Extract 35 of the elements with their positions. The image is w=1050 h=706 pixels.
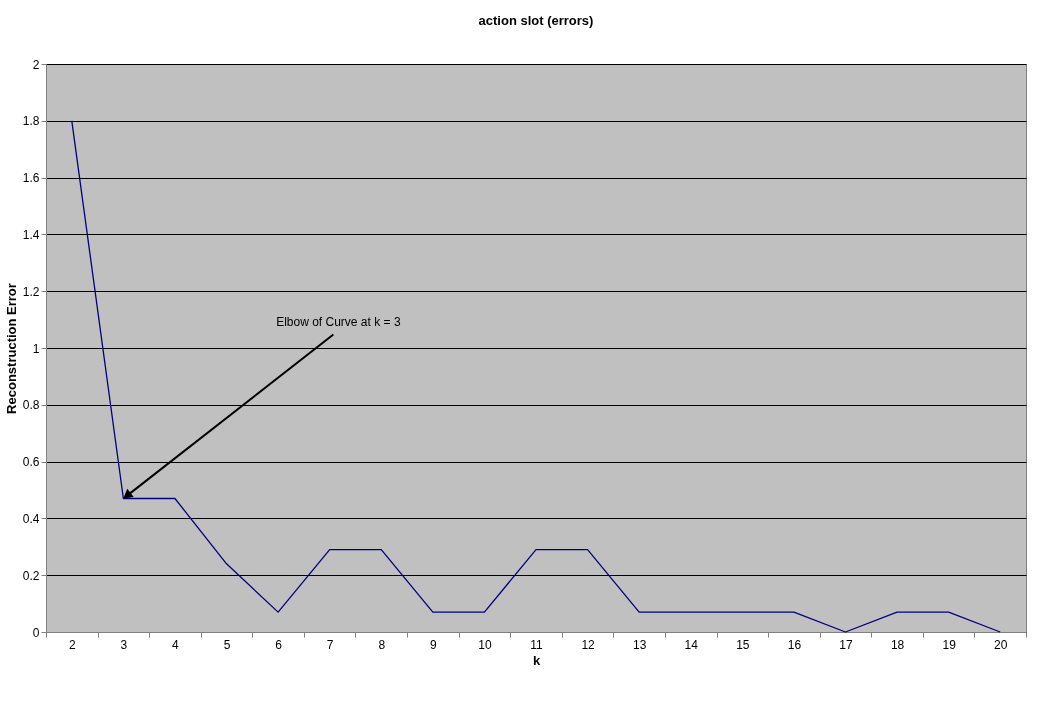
x-tick-label: 18 [890, 637, 905, 652]
y-tick-label: 0.6 [22, 455, 40, 470]
chart-title: action slot (errors) [478, 13, 594, 28]
y-tick-label: 0 [32, 625, 40, 640]
y-tick-label: 0.4 [22, 511, 40, 526]
x-tick-label: 5 [223, 637, 231, 652]
y-tick-label: 1.8 [22, 114, 40, 129]
annotation: Elbow of Curve at k = 3 [276, 314, 401, 329]
x-tick-label: 16 [787, 637, 802, 652]
y-tick-label: 1.6 [22, 171, 40, 186]
x-tick-label: 10 [478, 637, 492, 652]
x-tick-label: 20 [994, 637, 1008, 652]
x-tick-label: 14 [684, 637, 699, 652]
x-tick-label: 13 [632, 637, 647, 652]
y-tick-label: 2 [32, 57, 40, 72]
y-tick-label: 0.2 [22, 568, 40, 583]
y-axis-title: Reconstruction Error [3, 283, 19, 414]
x-tick-label: 12 [581, 637, 596, 652]
x-axis-title: k [532, 652, 541, 668]
x-tick-label: 11 [530, 637, 544, 652]
x-tick-label: 7 [326, 637, 334, 652]
x-tick-label: 3 [120, 637, 128, 652]
x-tick-label: 17 [839, 637, 853, 652]
x-tick-label: 4 [172, 637, 180, 652]
x-tick-label: 2 [68, 637, 76, 652]
y-tick-label: 1.2 [22, 284, 40, 299]
x-tick-label: 15 [736, 637, 750, 652]
line-series [71, 120, 1001, 633]
y-tick-label: 1.4 [22, 227, 40, 242]
x-tick-label: 6 [275, 637, 283, 652]
x-tick-label: 9 [430, 637, 437, 652]
y-tick-label: 1 [32, 341, 40, 356]
x-tick-label: 19 [942, 637, 957, 652]
x-tick-label: 8 [378, 637, 386, 652]
y-tick-label: 0.8 [22, 398, 40, 413]
